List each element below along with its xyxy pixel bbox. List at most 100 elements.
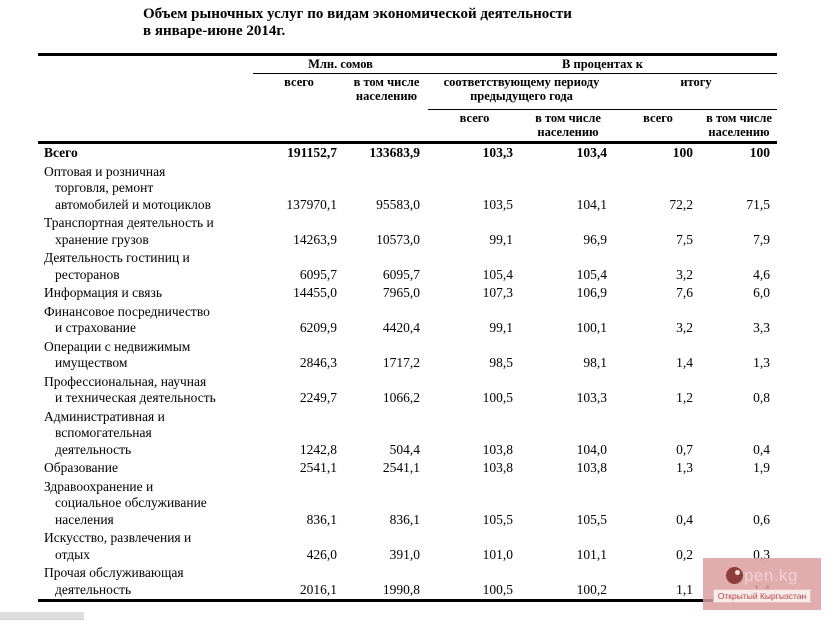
row-value: 0,8 (753, 390, 771, 405)
row-value: 1717,2 (382, 355, 420, 370)
row-value: 14263,9 (293, 231, 337, 247)
row-value: 6095,7 (299, 266, 337, 282)
openkg-brand-row: pen.kg (725, 565, 799, 586)
row-value: 101,1 (576, 546, 607, 562)
row-value: 7,9 (753, 231, 771, 247)
table-header: Млн. сомов В процентах к всего в том чис… (38, 54, 778, 143)
row-value: 426,0 (306, 546, 337, 562)
row-value: 3,2 (676, 266, 693, 282)
table-row: Административная и вспомогательная деяте… (38, 408, 777, 460)
row-value: 14455,0 (293, 285, 337, 300)
row-value: 7,5 (676, 231, 693, 247)
header-group-percent: В процентах к (428, 54, 778, 74)
header-group-mln-somov: Млн. сомов (253, 54, 428, 74)
openkg-watermark: pen.kg Открытый Кыргызстан (703, 558, 821, 610)
row-label: Деятельность гостиниц и ресторанов (44, 250, 190, 282)
row-value: 0,7 (676, 441, 693, 457)
row-value: 137970,1 (286, 196, 337, 212)
page-title: Объем рыночных услуг по видам экономичес… (143, 6, 663, 40)
row-value: 103,8 (482, 460, 513, 475)
row-label: Всего (44, 145, 78, 160)
row-label: Профессиональная, научная и техническая … (44, 373, 216, 406)
market-services-table: Млн. сомов В процентах к всего в том чис… (38, 53, 778, 602)
page-title-line2: в январе-июне 2014г. (143, 23, 286, 39)
row-label: Транспортная деятельность и хранение гру… (44, 215, 214, 247)
row-value: 105,5 (482, 511, 513, 527)
row-value: 1,4 (676, 355, 693, 370)
header-col-prev-total: всего (459, 111, 490, 125)
table-row: Деятельность гостиниц и ресторанов 6095,7… (38, 249, 777, 284)
row-value: 0,2 (676, 546, 693, 562)
row-value: 6095,7 (382, 266, 420, 282)
openkg-logo-icon (725, 567, 743, 584)
table-row: Профессиональная, научная и техническая … (38, 373, 777, 408)
table-body: Всего 191152,7 133683,9 103,3 103,4 100 100 Опт… (38, 143, 777, 601)
row-value: 3,3 (753, 320, 771, 335)
row-value: 96,9 (583, 231, 607, 247)
header-col-prev-population: в том числе населению (535, 111, 601, 139)
row-value: 95583,0 (376, 196, 420, 212)
table-row: Операции с недвижимым имуществом 2846,3 17… (38, 338, 777, 373)
row-value: 99,1 (489, 231, 513, 247)
row-value: 4420,4 (382, 320, 420, 335)
table-row: Здравоохранение и социальное обслуживани… (38, 478, 777, 530)
row-label: Образование (44, 460, 118, 475)
row-value: 103,8 (482, 441, 513, 457)
row-value: 104,1 (576, 196, 607, 212)
table-row: Информация и связь 14455,0 7965,0 107,3 106,… (38, 284, 777, 303)
row-value: 100,5 (482, 581, 513, 597)
row-value: 0,4 (753, 441, 771, 457)
row-value: 133683,9 (369, 145, 420, 160)
row-value: 4,6 (753, 266, 771, 282)
row-value: 100 (672, 145, 693, 160)
header-corner-cell (38, 55, 253, 143)
openkg-brand-text: pen.kg (743, 565, 799, 585)
row-value: 0,3 (753, 546, 771, 562)
header-col-mln-total: всего (284, 75, 314, 89)
row-value: 100,2 (576, 581, 607, 597)
row-value: 104,0 (576, 441, 607, 457)
row-value: 7,6 (676, 285, 693, 300)
row-value: 1066,2 (382, 390, 420, 405)
row-value: 103,3 (576, 390, 607, 405)
row-value: 103,4 (576, 145, 607, 160)
scrollbar-fragment[interactable] (0, 612, 84, 620)
row-value: 836,1 (306, 511, 337, 527)
row-value: 191152,7 (287, 145, 337, 160)
row-value: 98,1 (583, 355, 607, 370)
row-value: 391,0 (389, 546, 420, 562)
row-value: 101,0 (482, 546, 513, 562)
table-row: Прочая обслуживающая деятельность 2016,1 1… (38, 564, 777, 601)
row-label: Операции с недвижимым имуществом (44, 338, 191, 371)
table-row: Всего 191152,7 133683,9 103,3 103,4 100 100 (38, 143, 777, 163)
row-label: Финансовое посредничество и страхование (44, 303, 210, 336)
row-value: 1,3 (753, 355, 771, 370)
row-value: 103,8 (576, 460, 607, 475)
row-value: 103,3 (482, 145, 513, 160)
header-col-itog-total: всего (643, 111, 673, 125)
row-value: 72,2 (669, 196, 693, 212)
row-value: 103,5 (482, 196, 513, 212)
row-value: 99,1 (489, 320, 513, 335)
row-value: 2016,1 (299, 581, 337, 597)
table-row: Образование 2541,1 2541,1 103,8 103,8 1,3 1,9 (38, 459, 777, 478)
row-value: 1990,8 (382, 581, 420, 597)
header-col-itog-population: в том числе населению (706, 111, 772, 139)
row-value: 1,1 (676, 581, 693, 597)
table-row: Транспортная деятельность и хранение гру… (38, 214, 777, 249)
row-label: Здравоохранение и социальное обслуживани… (44, 478, 207, 527)
page-title-line1: Объем рыночных услуг по видам экономичес… (143, 6, 572, 22)
row-value: 2249,7 (299, 390, 337, 405)
table-row: Оптовая и розничная торговля, ремонт авт… (38, 163, 777, 215)
openkg-caption: Открытый Кыргызстан (712, 588, 812, 603)
row-value: 100 (749, 145, 771, 160)
row-value: 6209,9 (299, 320, 337, 335)
row-value: 105,4 (482, 266, 513, 282)
row-value: 100,1 (576, 320, 607, 335)
row-value: 71,5 (746, 196, 771, 212)
row-value: 0,6 (753, 511, 771, 527)
row-value: 6,0 (753, 285, 771, 300)
row-value: 10573,0 (376, 231, 420, 247)
row-value: 0,4 (676, 511, 693, 527)
